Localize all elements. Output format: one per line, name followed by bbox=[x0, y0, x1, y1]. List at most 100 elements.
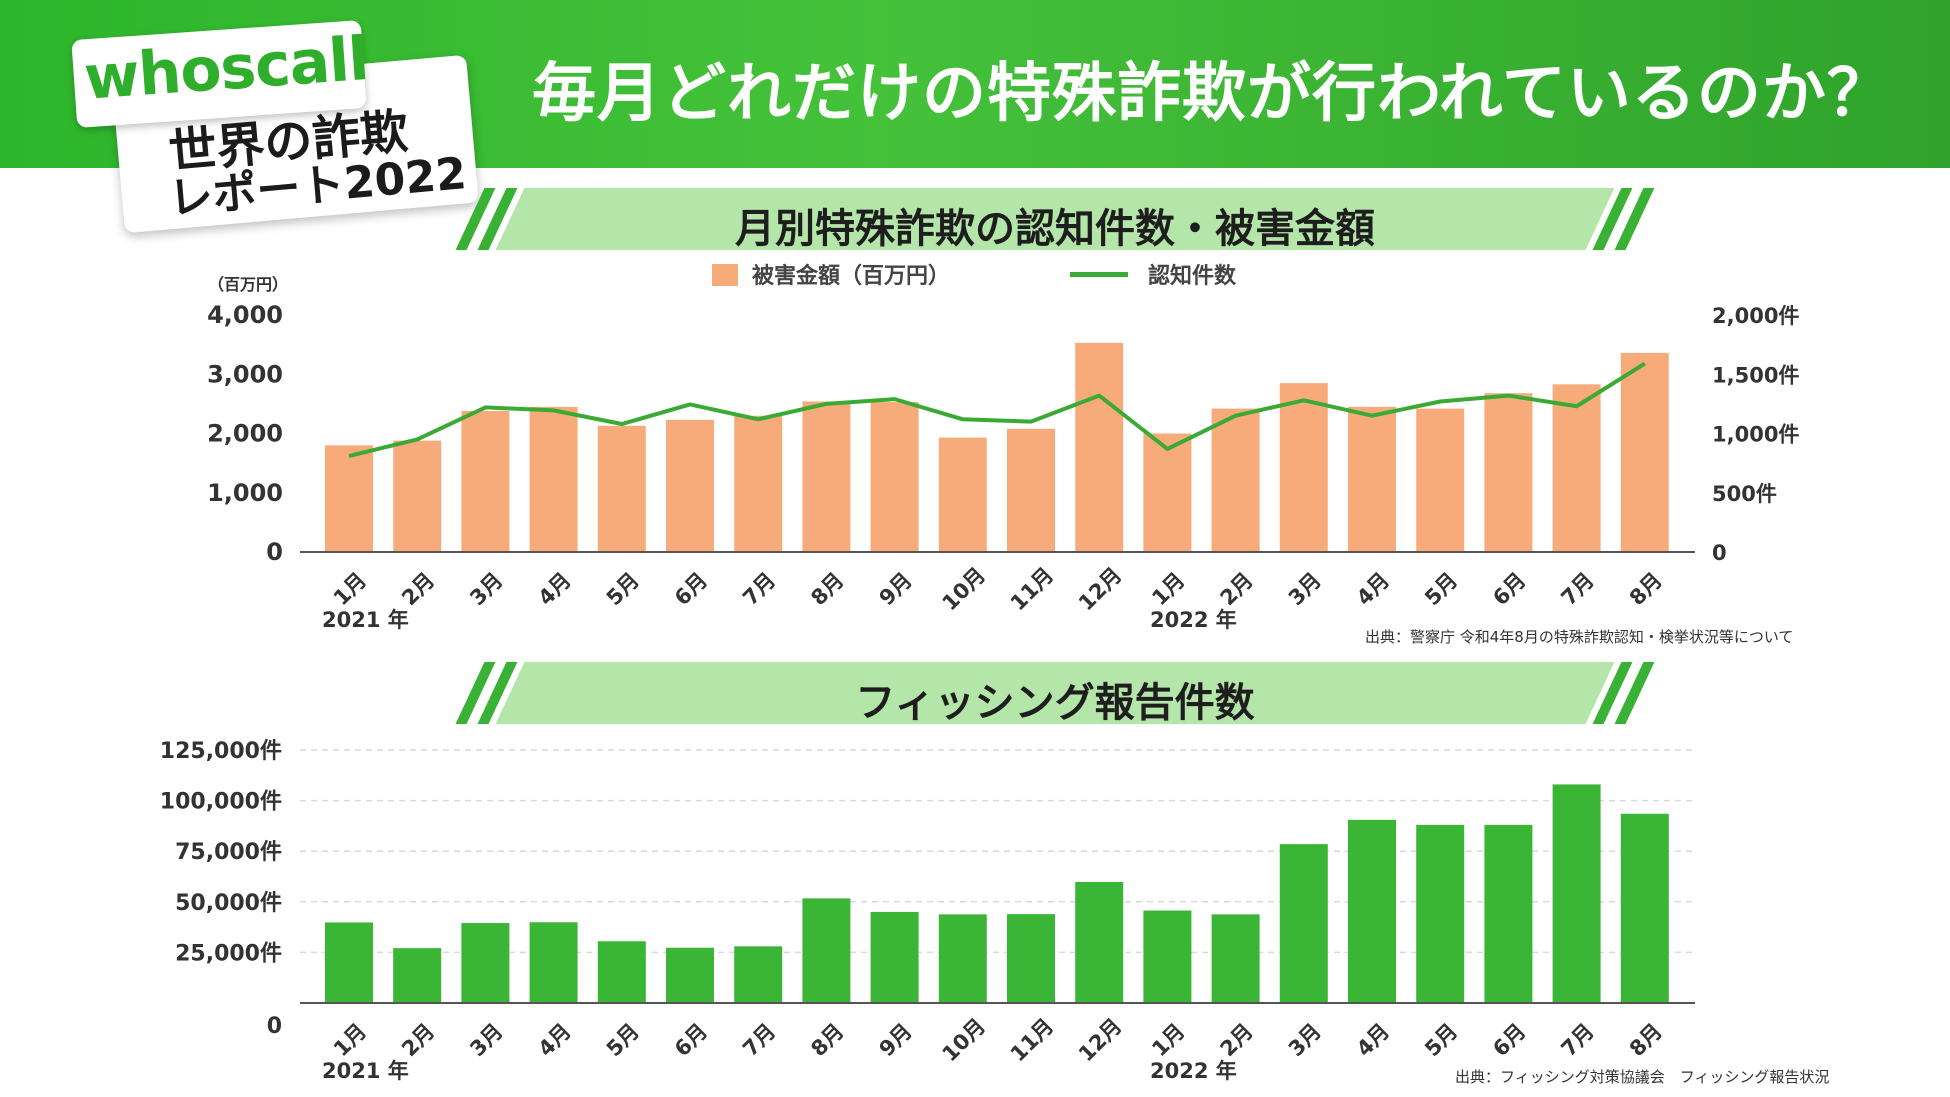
chart1-damage-bar bbox=[1484, 393, 1533, 552]
chart1-month-label: 12月 bbox=[1074, 563, 1126, 615]
chart1-damage-bar bbox=[597, 425, 646, 552]
chart1-left-tick: 2,000 bbox=[207, 420, 283, 448]
chart2-phishing-bar bbox=[1620, 813, 1669, 1003]
chart2-month-label: 7月 bbox=[738, 1019, 780, 1061]
chart1-damage-bar bbox=[802, 401, 851, 552]
chart1-title: 月別特殊詐欺の認知件数・被害金額 bbox=[735, 206, 1375, 252]
chart2-phishing-bar bbox=[325, 922, 373, 1003]
chart2-month-label: 5月 bbox=[1420, 1019, 1462, 1061]
chart1-month-label: 7月 bbox=[1557, 568, 1599, 610]
chart1-damage-bar bbox=[1007, 428, 1055, 552]
chart2-phishing-bar bbox=[1007, 914, 1055, 1003]
chart1-month-label: 3月 bbox=[465, 568, 507, 610]
chart2-month-label: 6月 bbox=[1488, 1019, 1530, 1061]
chart1-month-label: 6月 bbox=[1488, 568, 1530, 610]
chart2-phishing-bar bbox=[1279, 844, 1328, 1003]
chart2-year-label: 2021 年 bbox=[322, 1059, 409, 1083]
chart2-y-tick: 50,000件 bbox=[175, 891, 282, 916]
chart1-month-label: 10月 bbox=[938, 563, 990, 615]
chart2-phishing-bar bbox=[1075, 881, 1124, 1003]
chart2-month-label: 4月 bbox=[1352, 1019, 1394, 1061]
chart1-left-tick: 3,000 bbox=[207, 360, 283, 388]
chart1-right-tick: 1,000件 bbox=[1712, 423, 1799, 447]
chart2-phishing-bar bbox=[1211, 914, 1260, 1003]
chart2-title-banner: フィッシング報告件数 bbox=[455, 662, 1655, 726]
chart1-month-label: 4月 bbox=[1352, 568, 1394, 610]
chart2-source: 出典：フィッシング対策協議会 フィッシング報告状況 bbox=[1455, 1068, 1830, 1086]
chart2-phishing-bar bbox=[802, 898, 851, 1003]
legend-item-damage: 被害金額（百万円） bbox=[712, 258, 951, 289]
chart1-damage-bar bbox=[461, 410, 510, 552]
chart1-left-tick: 4,000 bbox=[207, 301, 283, 329]
chart1-month-label: 1月 bbox=[1147, 568, 1189, 610]
chart1-left-unit: （百万円） bbox=[208, 275, 288, 294]
chart1-left-tick: 0 bbox=[266, 538, 283, 566]
chart1-damage-bar bbox=[1348, 406, 1396, 552]
chart1-month-label: 2月 bbox=[1216, 568, 1258, 610]
chart1-month-label: 8月 bbox=[1625, 568, 1667, 610]
chart2-month-label: 11月 bbox=[1006, 1014, 1058, 1066]
chart1-damage-bar bbox=[1143, 433, 1192, 552]
chart2-phishing-bar bbox=[529, 922, 578, 1003]
chart1-damage-bar bbox=[393, 440, 442, 552]
chart1-damage-bar bbox=[1552, 384, 1601, 552]
legend-swatch-line bbox=[1070, 272, 1128, 277]
chart1-month-label: 4月 bbox=[534, 568, 576, 610]
chart1-month-label: 11月 bbox=[1006, 563, 1058, 615]
chart2-phishing-bar bbox=[461, 923, 510, 1003]
chart1-right-tick: 2,000件 bbox=[1712, 304, 1799, 328]
chart1-month-label: 9月 bbox=[875, 568, 917, 610]
chart2-month-label: 7月 bbox=[1557, 1019, 1599, 1061]
chart2-y-tick: 75,000件 bbox=[175, 840, 282, 865]
chart2-phishing-bar bbox=[1143, 910, 1192, 1003]
chart2-y-tick: 0 bbox=[267, 1014, 282, 1039]
chart2-month-label: 6月 bbox=[670, 1019, 712, 1061]
chart2-phishing-bar bbox=[393, 948, 442, 1003]
chart1-damage-bar bbox=[1279, 383, 1328, 552]
chart1-month-label: 5月 bbox=[1420, 568, 1462, 610]
chart1-damage-bar bbox=[529, 406, 578, 552]
chart2-month-label: 4月 bbox=[534, 1019, 576, 1061]
chart2-y-tick: 25,000件 bbox=[175, 941, 282, 966]
chart2-month-label: 8月 bbox=[806, 1019, 848, 1061]
chart2-phishing-bar bbox=[1484, 824, 1533, 1003]
chart1-month-label: 8月 bbox=[806, 568, 848, 610]
chart2-month-label: 9月 bbox=[875, 1019, 917, 1061]
chart2-month-label: 12月 bbox=[1074, 1014, 1126, 1066]
chart1-month-label: 5月 bbox=[602, 568, 644, 610]
chart2-month-label: 1月 bbox=[329, 1019, 371, 1061]
chart2-month-label: 2月 bbox=[1216, 1019, 1258, 1061]
chart1-month-label: 7月 bbox=[738, 568, 780, 610]
chart2-month-label: 5月 bbox=[602, 1019, 644, 1061]
chart2-phishing-bar bbox=[734, 946, 783, 1003]
page-title: 毎月どれだけの特殊詐欺が行われているのか？ bbox=[532, 57, 1892, 131]
chart1-year-label: 2022 年 bbox=[1150, 608, 1237, 632]
chart1-source: 出典：警察庁 令和4年8月の特殊詐欺認知・検挙状況等について bbox=[1365, 628, 1794, 646]
chart2-month-label: 10月 bbox=[938, 1014, 990, 1066]
chart1-left-tick: 1,000 bbox=[207, 479, 283, 507]
chart2-month-label: 1月 bbox=[1147, 1019, 1189, 1061]
chart2-phishing-bar bbox=[597, 941, 646, 1003]
chart1-year-label: 2021 年 bbox=[322, 608, 409, 632]
chart1-title-banner: 月別特殊詐欺の認知件数・被害金額 bbox=[455, 188, 1655, 252]
chart1-month-label: 1月 bbox=[329, 568, 371, 610]
chart1-month-label: 2月 bbox=[397, 568, 439, 610]
legend-label-damage: 被害金額（百万円） bbox=[752, 264, 951, 289]
chart1-damage-bar bbox=[666, 419, 714, 552]
chart1-month-label: 3月 bbox=[1284, 568, 1326, 610]
legend-swatch-bar bbox=[712, 264, 738, 286]
chart1-damage-bar bbox=[734, 415, 783, 552]
chart1-right-tick: 1,500件 bbox=[1712, 363, 1799, 387]
chart1-right-tick: 500件 bbox=[1712, 482, 1777, 506]
legend-label-count: 認知件数 bbox=[1148, 264, 1237, 289]
chart1-month-label: 6月 bbox=[670, 568, 712, 610]
chart2-phishing-bar bbox=[1552, 784, 1601, 1003]
chart2-phishing-bar bbox=[666, 947, 714, 1003]
chart2-month-label: 3月 bbox=[465, 1019, 507, 1061]
chart1-count-line bbox=[348, 361, 1646, 458]
chart2-phishing-bar bbox=[938, 914, 987, 1003]
chart1-damage-bar bbox=[870, 402, 919, 552]
chart1-damage-bar bbox=[1211, 408, 1260, 552]
chart2-y-tick: 100,000件 bbox=[160, 790, 282, 815]
